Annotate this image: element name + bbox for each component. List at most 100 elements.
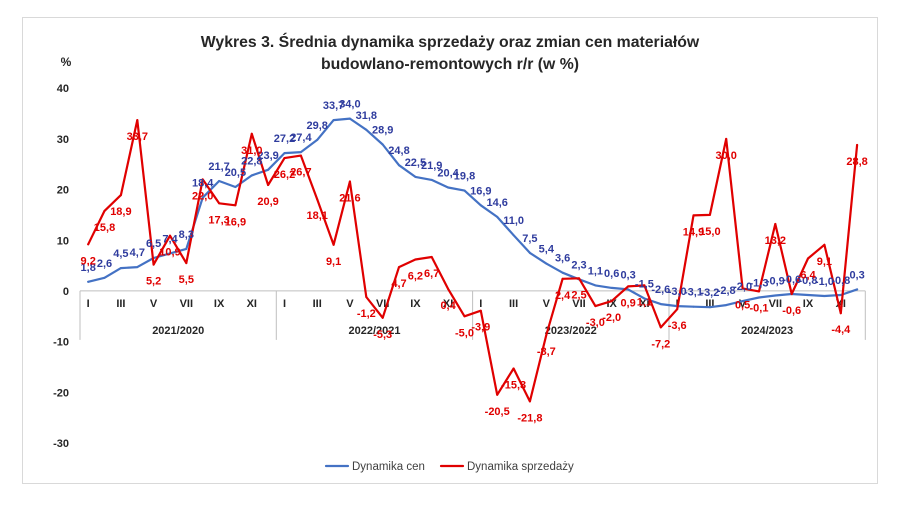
data-point-dynamika-sprzedazy <box>741 287 744 290</box>
data-label-dynamika-sprzedazy: 6,2 <box>408 271 423 283</box>
data-label-dynamika-cen: 7,4 <box>162 233 178 245</box>
data-point-dynamika-cen <box>414 175 417 178</box>
data-label-dynamika-cen: 23,9 <box>257 150 278 162</box>
data-point-dynamika-cen <box>201 196 204 199</box>
data-label-dynamika-sprzedazy: 9,1 <box>326 256 341 268</box>
data-label-dynamika-cen: 27,2 <box>274 133 295 145</box>
data-point-dynamika-sprzedazy <box>201 178 204 181</box>
data-label-dynamika-sprzedazy: 0,5 <box>735 299 750 311</box>
data-label-dynamika-sprzedazy: 17,3 <box>208 214 229 226</box>
data-label-dynamika-cen: 19,8 <box>454 171 475 183</box>
x-tick-label: III <box>313 298 322 310</box>
x-group-label: 2021/2020 <box>152 325 204 337</box>
data-point-dynamika-sprzedazy <box>316 198 319 201</box>
data-label-dynamika-cen: 16,9 <box>470 185 491 197</box>
x-tick-label: III <box>509 298 518 310</box>
series-line-dynamika-cen <box>87 117 859 309</box>
data-point-dynamika-sprzedazy <box>283 157 286 160</box>
data-point-dynamika-cen <box>839 294 842 296</box>
data-label-dynamika-sprzedazy: 28,8 <box>846 156 867 168</box>
data-point-dynamika-sprzedazy <box>414 258 417 261</box>
data-label-dynamika-sprzedazy: 14,9 <box>683 226 704 238</box>
data-point-dynamika-sprzedazy <box>692 214 695 217</box>
data-label-dynamika-sprzedazy: 9,2 <box>81 255 96 267</box>
data-label-dynamika-sprzedazy: -5,3 <box>373 329 392 341</box>
x-group-label: 2024/2023 <box>741 325 793 337</box>
data-label-dynamika-cen: 21,9 <box>421 160 442 172</box>
data-point-dynamika-cen <box>807 294 809 296</box>
y-tick-label: -30 <box>53 438 69 450</box>
data-label-dynamika-sprzedazy: 13,2 <box>765 235 786 247</box>
data-point-dynamika-sprzedazy <box>823 243 826 246</box>
data-label-dynamika-cen: 4,7 <box>130 247 145 259</box>
data-point-dynamika-cen <box>659 303 662 306</box>
data-label-dynamika-sprzedazy: 2,4 <box>555 290 571 302</box>
y-tick-label: 10 <box>57 235 69 247</box>
data-point-dynamika-cen <box>430 178 433 181</box>
data-label-dynamika-cen: -2,6 <box>651 284 670 296</box>
data-label-dynamika-sprzedazy: 1,1 <box>637 296 652 308</box>
data-point-dynamika-cen <box>299 151 302 154</box>
x-tick-label: XI <box>443 298 453 310</box>
x-tick-label: VII <box>180 298 193 310</box>
x-tick-label: III <box>705 298 714 310</box>
data-point-dynamika-sprzedazy <box>250 132 253 135</box>
data-point-dynamika-sprzedazy <box>348 180 351 183</box>
data-point-dynamika-cen <box>496 215 499 218</box>
data-label-dynamika-cen: 21,7 <box>208 161 229 173</box>
data-label-dynamika-sprzedazy: 26,2 <box>274 169 295 181</box>
data-label-dynamika-sprzedazy: 10,9 <box>159 247 180 259</box>
data-label-dynamika-cen: 11,0 <box>503 215 524 227</box>
data-label-dynamika-sprzedazy: 0,9 <box>620 297 635 309</box>
data-label-dynamika-cen: 5,4 <box>539 244 555 256</box>
data-point-dynamika-cen <box>692 305 695 308</box>
data-label-dynamika-sprzedazy: 5,2 <box>146 276 161 288</box>
data-point-dynamika-sprzedazy <box>594 305 597 308</box>
data-point-dynamika-sprzedazy <box>659 326 662 329</box>
data-label-dynamika-sprzedazy: 30,0 <box>715 150 736 162</box>
data-label-dynamika-cen: 18,4 <box>192 178 214 190</box>
data-label-dynamika-cen: 2,6 <box>97 258 112 270</box>
data-point-dynamika-sprzedazy <box>299 154 302 157</box>
data-label-dynamika-cen: -2,8 <box>717 285 736 297</box>
data-point-dynamika-sprzedazy <box>463 315 466 318</box>
data-point-dynamika-cen <box>103 276 106 279</box>
data-point-dynamika-cen <box>332 119 335 122</box>
data-label-dynamika-sprzedazy: 22,0 <box>192 190 213 202</box>
x-tick-label: V <box>543 298 551 310</box>
data-label-dynamika-cen: -0,8 <box>799 275 818 287</box>
chart-title-line-2: budowlano-remontowych r/r (w %) <box>321 56 579 73</box>
data-label-dynamika-sprzedazy: -0,6 <box>782 305 801 317</box>
data-point-dynamika-cen <box>610 286 613 289</box>
legend-label-dynamika-sprzedazy: Dynamika sprzedaży <box>467 461 574 473</box>
data-point-dynamika-sprzedazy <box>479 309 482 312</box>
data-label-dynamika-cen: -0,8 <box>831 275 850 287</box>
data-label-dynamika-cen: 22,5 <box>405 157 426 169</box>
data-point-dynamika-sprzedazy <box>136 119 139 122</box>
data-label-dynamika-sprzedazy: -21,8 <box>517 412 542 424</box>
y-tick-label: 30 <box>57 134 69 146</box>
x-tick-label: V <box>346 298 354 310</box>
data-point-dynamika-sprzedazy <box>676 308 679 311</box>
data-point-dynamika-cen <box>725 304 728 307</box>
data-label-dynamika-cen: 33,7 <box>323 100 344 112</box>
data-label-dynamika-sprzedazy: 31,0 <box>241 145 262 157</box>
data-point-dynamika-sprzedazy <box>725 137 728 140</box>
data-point-dynamika-cen <box>169 252 171 255</box>
y-tick-label: 20 <box>57 185 69 197</box>
data-label-dynamika-sprzedazy: 6,7 <box>424 268 439 280</box>
data-point-dynamika-sprzedazy <box>447 287 450 290</box>
data-point-dynamika-sprzedazy <box>430 256 433 258</box>
data-point-dynamika-sprzedazy <box>790 293 793 295</box>
data-point-dynamika-sprzedazy <box>234 204 237 207</box>
y-tick-label: 40 <box>57 83 69 95</box>
data-point-dynamika-cen <box>267 168 270 171</box>
data-point-dynamika-sprzedazy <box>218 202 221 205</box>
data-label-dynamika-cen: 1,1 <box>588 265 603 277</box>
data-label-dynamika-cen: 24,8 <box>388 145 409 157</box>
data-point-dynamika-cen <box>512 234 515 237</box>
data-point-dynamika-cen <box>627 288 630 291</box>
data-point-dynamika-cen <box>447 186 450 189</box>
